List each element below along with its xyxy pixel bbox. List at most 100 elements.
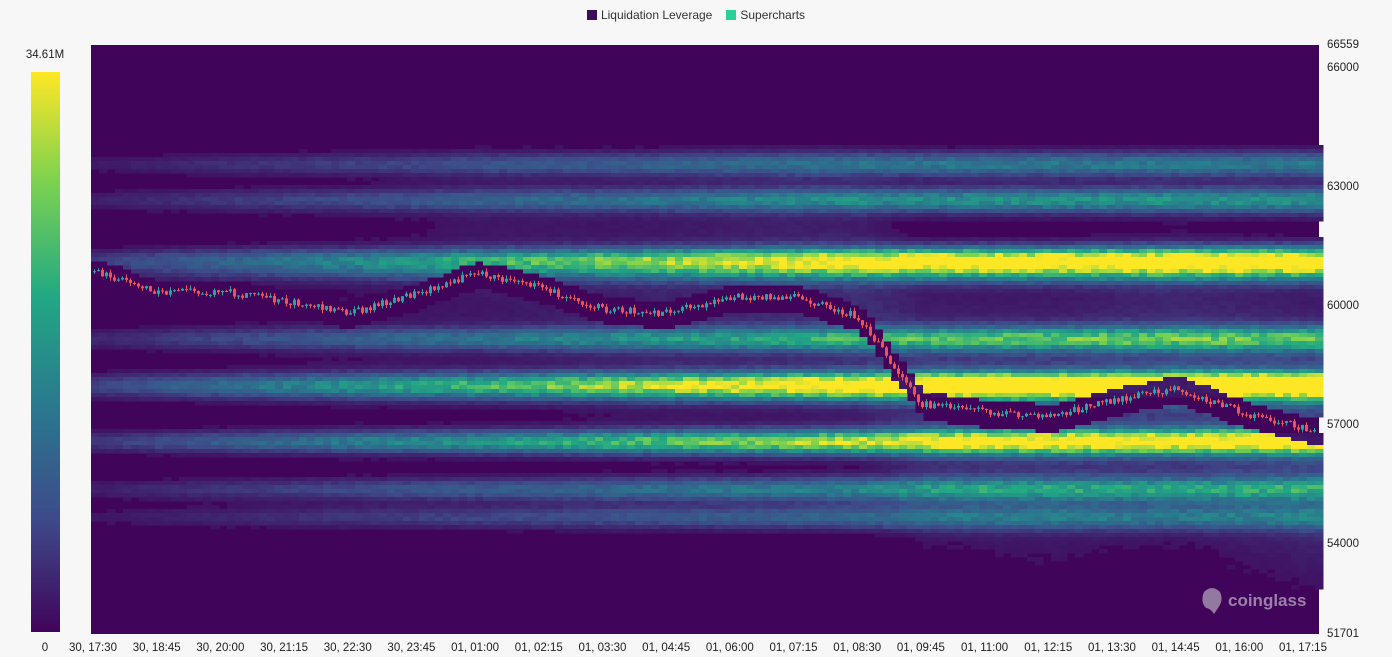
heatmap-cell xyxy=(347,393,356,398)
heatmap-cell xyxy=(99,445,108,450)
heatmap-cell xyxy=(635,417,644,422)
heatmap-cell xyxy=(275,377,284,382)
heatmap-cell xyxy=(563,481,572,486)
heatmap-cell xyxy=(91,329,100,334)
heatmap-cell xyxy=(459,437,468,442)
heatmap-cell xyxy=(323,201,332,206)
heatmap-cell xyxy=(467,297,476,302)
heatmap-cell xyxy=(315,249,324,254)
heatmap-cell xyxy=(531,385,540,390)
heatmap-cell xyxy=(563,321,572,326)
heatmap-cell xyxy=(347,385,356,390)
heatmap-cell xyxy=(443,365,452,370)
heatmap-cell xyxy=(627,277,636,282)
heatmap-cell xyxy=(299,401,308,406)
heatmap-cell xyxy=(315,505,324,510)
heatmap-cell xyxy=(371,509,380,514)
heatmap-cell xyxy=(307,281,316,286)
heatmap-cell xyxy=(283,525,292,530)
heatmap-cell xyxy=(435,505,444,510)
heatmap-cell xyxy=(627,169,636,174)
heatmap-cell xyxy=(475,353,484,358)
heatmap-cell xyxy=(187,509,196,514)
heatmap-cell xyxy=(475,245,484,250)
heatmap-cell xyxy=(619,249,628,254)
heatmap-cell xyxy=(355,381,364,386)
heatmap-cell xyxy=(227,205,236,210)
heatmap-cell xyxy=(603,441,612,446)
heatmap-cell xyxy=(403,401,412,406)
heatmap-cell xyxy=(291,329,300,334)
heatmap-cell xyxy=(587,369,596,374)
heatmap-cell xyxy=(547,193,556,198)
heatmap-cell xyxy=(459,489,468,494)
heatmap-cell xyxy=(155,449,164,454)
heatmap-cell xyxy=(547,377,556,382)
heatmap-cell xyxy=(619,217,628,222)
heatmap-cell xyxy=(211,505,220,510)
heatmap-cell xyxy=(227,161,236,166)
heatmap-cell xyxy=(243,509,252,514)
heatmap-cell xyxy=(571,377,580,382)
heatmap-cell xyxy=(635,449,644,454)
heatmap-cell xyxy=(499,361,508,366)
heatmap-cell xyxy=(459,361,468,366)
heatmap-cell xyxy=(179,277,188,282)
heatmap-cell xyxy=(155,257,164,262)
heatmap-cell xyxy=(475,229,484,234)
heatmap-cell xyxy=(475,493,484,498)
heatmap-cell xyxy=(355,493,364,498)
heatmap-cell xyxy=(411,437,420,442)
heatmap-cell xyxy=(619,257,628,262)
heatmap-cell xyxy=(619,325,628,330)
heatmap-cell xyxy=(195,453,204,458)
heatmap-cell xyxy=(579,273,588,278)
heatmap-cell xyxy=(403,257,412,262)
heatmap-cell xyxy=(299,525,308,530)
heatmap-cell xyxy=(275,245,284,250)
heatmap-cell xyxy=(195,401,204,406)
heatmap-cell xyxy=(315,337,324,342)
heatmap-cell xyxy=(275,325,284,330)
heatmap-cell xyxy=(603,353,612,358)
heatmap-cell xyxy=(307,501,316,506)
heatmap-cell xyxy=(211,249,220,254)
heatmap-cell xyxy=(307,505,316,510)
heatmap-cell xyxy=(587,221,596,226)
heatmap-cell xyxy=(499,405,508,410)
heatmap-cell xyxy=(315,213,324,218)
legend-item-supercharts[interactable]: Supercharts xyxy=(726,8,805,22)
heatmap-cell xyxy=(651,361,660,366)
heatmap-cell xyxy=(331,149,340,154)
heatmap-cell xyxy=(163,393,172,398)
heatmap-cell xyxy=(427,181,436,186)
heatmap-cell xyxy=(187,337,196,342)
heatmap-cell xyxy=(499,233,508,238)
heatmap-cell xyxy=(259,481,268,486)
heatmap-cell xyxy=(379,517,388,522)
heatmap-cell xyxy=(563,397,572,402)
heatmap-cell xyxy=(523,325,532,330)
heatmap-cell xyxy=(499,509,508,514)
heatmap-cell xyxy=(411,389,420,394)
heatmap-cell xyxy=(587,161,596,166)
heatmap-cell xyxy=(379,289,388,294)
heatmap-cell xyxy=(643,249,652,254)
heatmap-cell xyxy=(147,165,156,170)
heatmap-cell xyxy=(435,377,444,382)
heatmap-cell xyxy=(563,225,572,230)
heatmap-cell xyxy=(619,521,628,526)
heatmap-cell xyxy=(379,197,388,202)
heatmap-cell xyxy=(411,237,420,242)
heatmap-cell xyxy=(603,445,612,450)
heatmap-cell xyxy=(323,429,332,434)
heatmap-cell xyxy=(467,293,476,298)
heatmap-cell xyxy=(347,353,356,358)
heatmap-cell xyxy=(283,445,292,450)
heatmap-cell xyxy=(411,353,420,358)
legend-item-liquidation-leverage[interactable]: Liquidation Leverage xyxy=(586,8,712,22)
heatmap-cell xyxy=(427,229,436,234)
heatmap-cell xyxy=(435,193,444,198)
heatmap-cell xyxy=(267,381,276,386)
heatmap-cell xyxy=(203,425,212,430)
